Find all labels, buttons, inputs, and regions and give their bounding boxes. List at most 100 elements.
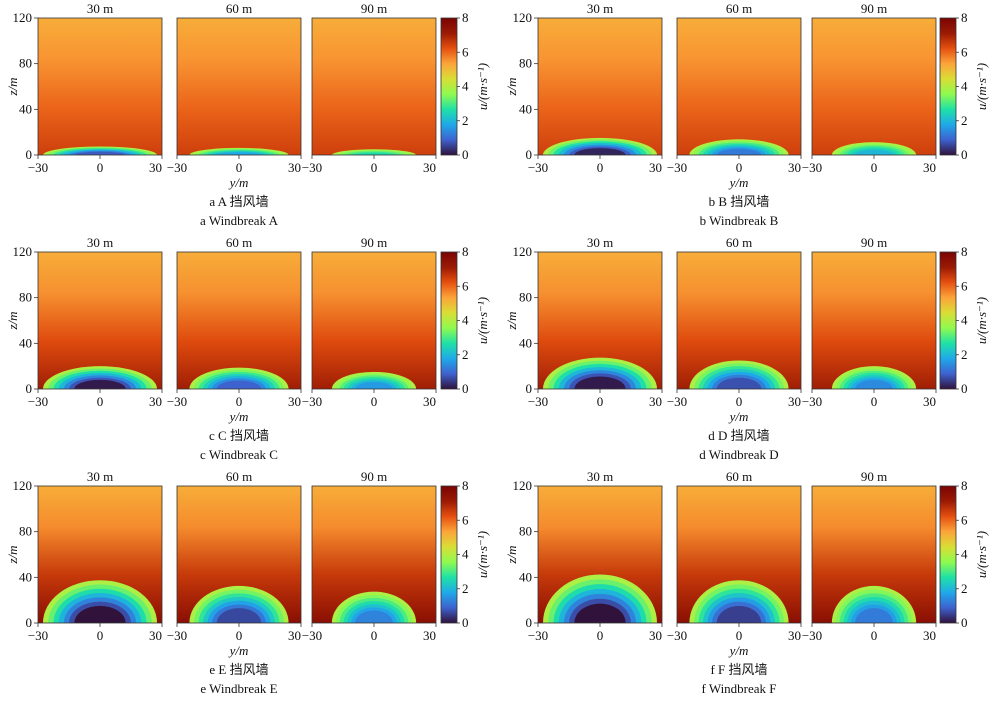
- x-tick-label: 0: [371, 160, 378, 175]
- x-axis-label: y/m: [228, 409, 249, 424]
- wake-contour: [216, 380, 262, 389]
- colorbar-tick-label: 8: [961, 244, 968, 259]
- y-tick-label: 120: [13, 10, 33, 25]
- subplot-c-1: [38, 252, 162, 389]
- y-axis-label: z/m: [504, 311, 519, 330]
- colorbar-tick-label: 6: [961, 44, 968, 59]
- wake-contour: [855, 608, 893, 623]
- colorbar-tick-label: 8: [961, 10, 968, 25]
- distance-label: 90 m: [861, 469, 887, 484]
- x-tick-label: −30: [667, 394, 687, 409]
- x-tick-label: −30: [802, 628, 822, 643]
- distance-label: 60 m: [226, 469, 252, 484]
- distance-label: 60 m: [226, 235, 252, 250]
- colorbar: [939, 17, 957, 156]
- wake-contour: [716, 148, 762, 155]
- colorbar-tick-label: 2: [462, 113, 469, 128]
- colorbar-tick-label: 0: [462, 381, 469, 396]
- colorbar-tick-label: 4: [462, 79, 469, 94]
- x-tick-label: 30: [423, 394, 436, 409]
- field-background: [812, 18, 936, 155]
- subplot-a-2: [177, 18, 301, 155]
- distance-label: 60 m: [726, 1, 752, 16]
- distance-label: 90 m: [861, 1, 887, 16]
- subplot-b-2: [677, 18, 801, 155]
- wake-contour: [74, 151, 126, 155]
- field-background: [38, 18, 162, 155]
- x-tick-label: 0: [371, 628, 378, 643]
- distance-label: 60 m: [226, 1, 252, 16]
- y-axis-label: z/m: [5, 77, 20, 96]
- x-tick-label: 30: [923, 160, 936, 175]
- x-tick-label: 0: [736, 160, 743, 175]
- wake-contour: [216, 152, 262, 155]
- colorbar-tick-label: 6: [462, 44, 469, 59]
- x-tick-label: 0: [97, 628, 104, 643]
- caption-cn: f F 挡风墙: [710, 662, 767, 677]
- x-tick-label: 30: [288, 394, 301, 409]
- colorbar-tick-label: 0: [961, 147, 968, 162]
- caption-en: f Windbreak F: [701, 681, 776, 696]
- colorbar: [939, 251, 957, 390]
- colorbar-tick-label: 4: [462, 547, 469, 562]
- x-axis-label: y/m: [728, 175, 749, 190]
- colorbar-tick-label: 6: [961, 512, 968, 527]
- colorbar-tick-label: 8: [462, 10, 469, 25]
- x-tick-label: 0: [736, 628, 743, 643]
- x-tick-label: 0: [236, 160, 243, 175]
- distance-label: 90 m: [361, 1, 387, 16]
- y-tick-label: 80: [19, 56, 32, 71]
- field-background: [677, 18, 801, 155]
- distance-label: 90 m: [361, 469, 387, 484]
- y-tick-label: 40: [519, 101, 532, 116]
- field-background: [177, 18, 301, 155]
- y-axis-label: z/m: [5, 545, 20, 564]
- distance-label: 30 m: [587, 235, 613, 250]
- x-tick-label: 30: [788, 394, 801, 409]
- y-tick-label: 40: [519, 569, 532, 584]
- x-tick-label: −30: [667, 160, 687, 175]
- x-tick-label: 0: [97, 394, 104, 409]
- x-tick-label: 0: [597, 394, 604, 409]
- caption-en: e Windbreak E: [200, 681, 277, 696]
- x-axis-label: y/m: [228, 643, 249, 658]
- y-axis-label: z/m: [504, 545, 519, 564]
- subplot-f-3: [812, 486, 936, 623]
- x-tick-label: 0: [871, 160, 878, 175]
- y-tick-label: 40: [19, 569, 32, 584]
- x-tick-label: 30: [288, 628, 301, 643]
- y-tick-label: 80: [519, 524, 532, 539]
- subplot-c-3: [312, 252, 436, 389]
- x-tick-label: 30: [423, 160, 436, 175]
- wake-contour: [216, 608, 262, 623]
- field-background: [538, 18, 662, 155]
- x-tick-label: 30: [649, 394, 662, 409]
- y-axis-label: z/m: [5, 311, 20, 330]
- wake-contour: [574, 376, 626, 389]
- distance-label: 60 m: [726, 469, 752, 484]
- distance-label: 60 m: [726, 235, 752, 250]
- caption-cn: e E 挡风墙: [209, 662, 268, 677]
- x-tick-label: −30: [528, 628, 548, 643]
- subplot-c-2: [177, 252, 301, 389]
- x-tick-label: −30: [302, 394, 322, 409]
- distance-label: 30 m: [87, 235, 113, 250]
- colorbar-tick-label: 6: [961, 278, 968, 293]
- x-tick-label: 30: [649, 628, 662, 643]
- y-tick-label: 120: [13, 244, 33, 259]
- x-tick-label: 0: [597, 628, 604, 643]
- caption-cn: d D 挡风墙: [708, 428, 769, 443]
- wake-contour: [74, 605, 126, 623]
- colorbar: [939, 485, 957, 624]
- colorbar-tick-label: 2: [961, 347, 968, 362]
- x-tick-label: 0: [236, 628, 243, 643]
- colorbar-tick-label: 2: [462, 581, 469, 596]
- colorbar-label: u/(m·s⁻¹): [974, 63, 989, 110]
- field-background: [312, 252, 436, 389]
- x-tick-label: −30: [302, 160, 322, 175]
- x-axis-label: y/m: [728, 643, 749, 658]
